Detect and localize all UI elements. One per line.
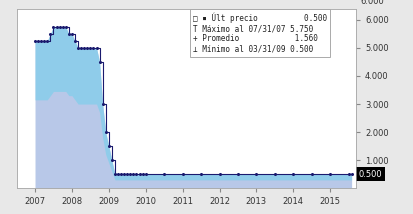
Text: 6.000: 6.000 (359, 0, 383, 6)
Text: □ ▪ Últ precio          0.500
T Máximo al 07/31/07 5.750
+ Promedio            1: □ ▪ Últ precio 0.500 T Máximo al 07/31/0… (192, 12, 326, 54)
Text: 0.500: 0.500 (358, 170, 381, 179)
